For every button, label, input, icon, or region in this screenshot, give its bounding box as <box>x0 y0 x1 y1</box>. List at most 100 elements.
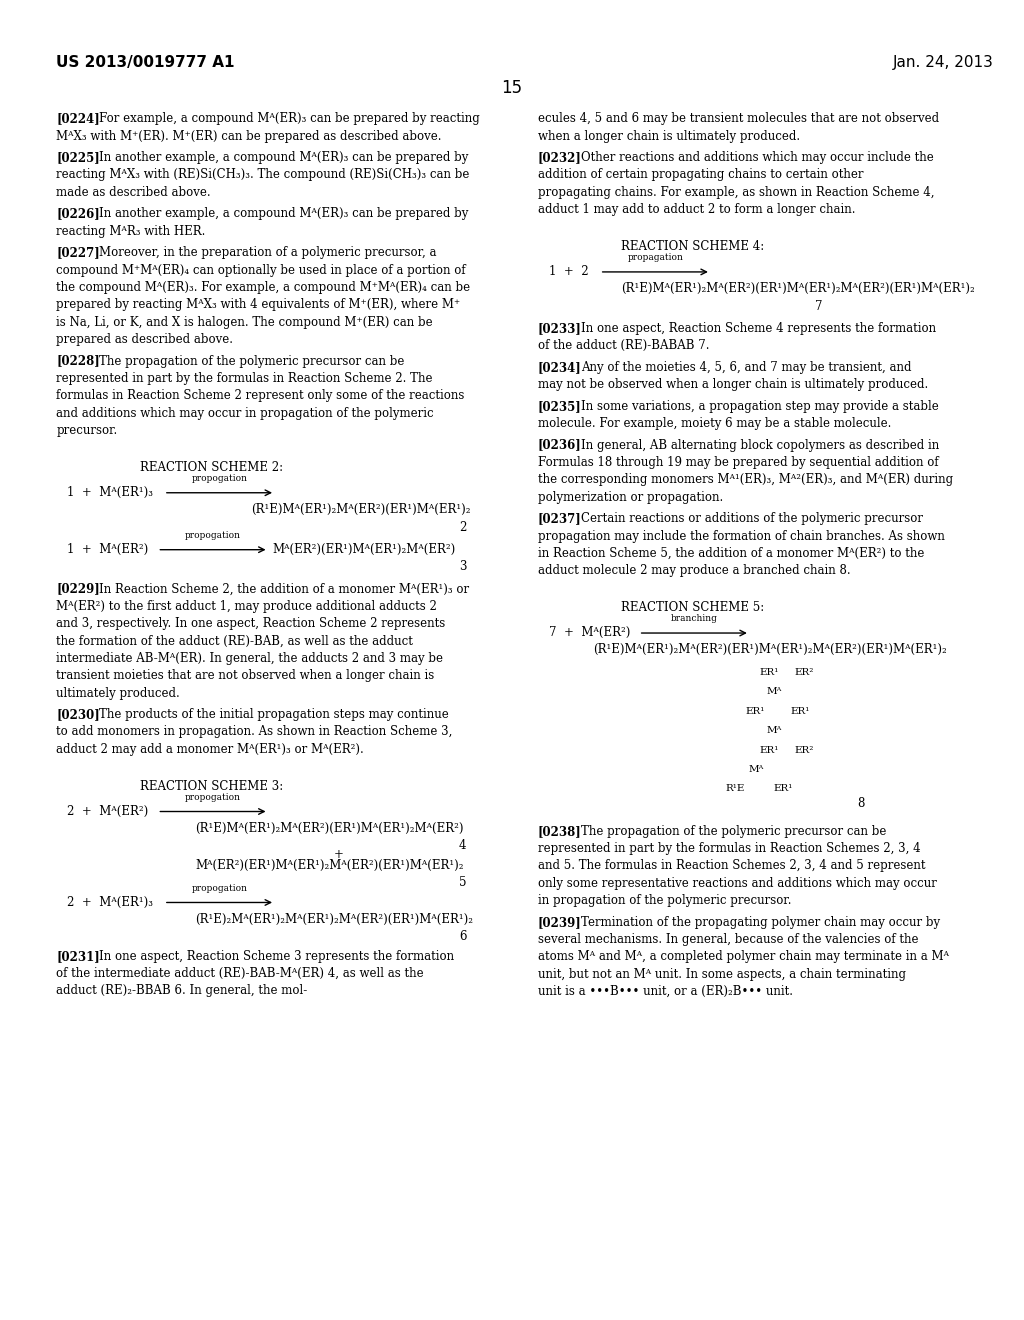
Text: branching: branching <box>671 614 718 623</box>
Text: [0239]: [0239] <box>538 916 582 929</box>
Text: In one aspect, Reaction Scheme 4 represents the formation: In one aspect, Reaction Scheme 4 represe… <box>581 322 936 335</box>
Text: unit, but not an Mᴬ unit. In some aspects, a chain terminating: unit, but not an Mᴬ unit. In some aspect… <box>538 968 905 981</box>
Text: ecules 4, 5 and 6 may be transient molecules that are not observed: ecules 4, 5 and 6 may be transient molec… <box>538 112 939 125</box>
Text: propogation: propogation <box>191 474 248 483</box>
Text: In Reaction Scheme 2, the addition of a monomer Mᴬ(ER¹)₃ or: In Reaction Scheme 2, the addition of a … <box>99 582 470 595</box>
Text: Other reactions and additions which may occur include the: Other reactions and additions which may … <box>581 150 934 164</box>
Text: R¹E: R¹E <box>725 784 744 793</box>
Text: [0238]: [0238] <box>538 825 582 838</box>
Text: 2: 2 <box>459 520 467 533</box>
Text: represented in part by the formulas in Reaction Schemes 2, 3, 4: represented in part by the formulas in R… <box>538 842 921 855</box>
Text: when a longer chain is ultimately produced.: when a longer chain is ultimately produc… <box>538 129 800 143</box>
Text: reacting MᴬX₃ with (RE)Si(CH₃)₃. The compound (RE)Si(CH₃)₃ can be: reacting MᴬX₃ with (RE)Si(CH₃)₃. The com… <box>56 169 470 181</box>
Text: propagating chains. For example, as shown in Reaction Scheme 4,: propagating chains. For example, as show… <box>538 186 934 199</box>
Text: [0225]: [0225] <box>56 150 100 164</box>
Text: formulas in Reaction Scheme 2 represent only some of the reactions: formulas in Reaction Scheme 2 represent … <box>56 389 465 403</box>
Text: of the adduct (RE)-BABAB 7.: of the adduct (RE)-BABAB 7. <box>538 339 709 352</box>
Text: (R¹E)Mᴬ(ER¹)₂Mᴬ(ER²)(ER¹)Mᴬ(ER¹)₂Mᴬ(ER²)(ER¹)Mᴬ(ER¹)₂: (R¹E)Mᴬ(ER¹)₂Mᴬ(ER²)(ER¹)Mᴬ(ER¹)₂Mᴬ(ER²)… <box>593 643 947 656</box>
Text: Mᴬ: Mᴬ <box>749 766 764 774</box>
Text: US 2013/0019777 A1: US 2013/0019777 A1 <box>56 55 234 70</box>
Text: [0226]: [0226] <box>56 207 100 220</box>
Text: intermediate AB-Mᴬ(ER). In general, the adducts 2 and 3 may be: intermediate AB-Mᴬ(ER). In general, the … <box>56 652 443 665</box>
Text: propogation: propogation <box>191 884 248 892</box>
Text: atoms Mᴬ and Mᴬ, a completed polymer chain may terminate in a Mᴬ: atoms Mᴬ and Mᴬ, a completed polymer cha… <box>538 950 948 964</box>
Text: Mᴬ: Mᴬ <box>767 726 782 735</box>
Text: 1  +  Mᴬ(ER²): 1 + Mᴬ(ER²) <box>68 543 148 556</box>
Text: compound M⁺Mᴬ(ER)₄ can optionally be used in place of a portion of: compound M⁺Mᴬ(ER)₄ can optionally be use… <box>56 264 466 277</box>
Text: [0232]: [0232] <box>538 150 582 164</box>
Text: [0230]: [0230] <box>56 708 100 721</box>
Text: (R¹E)₂Mᴬ(ER¹)₂Mᴬ(ER¹)₂Mᴬ(ER²)(ER¹)Mᴬ(ER¹)₂: (R¹E)₂Mᴬ(ER¹)₂Mᴬ(ER¹)₂Mᴬ(ER²)(ER¹)Mᴬ(ER¹… <box>196 913 473 925</box>
Text: The propagation of the polymeric precursor can be: The propagation of the polymeric precurs… <box>581 825 886 838</box>
Text: The products of the initial propagation steps may continue: The products of the initial propagation … <box>99 708 450 721</box>
Text: REACTION SCHEME 3:: REACTION SCHEME 3: <box>139 780 283 792</box>
Text: In general, AB alternating block copolymers as described in: In general, AB alternating block copolym… <box>581 438 939 451</box>
Text: to add monomers in propagation. As shown in Reaction Scheme 3,: to add monomers in propagation. As shown… <box>56 726 453 738</box>
Text: in propagation of the polymeric precursor.: in propagation of the polymeric precurso… <box>538 894 792 907</box>
Text: [0231]: [0231] <box>56 949 100 962</box>
Text: Moreover, in the preparation of a polymeric precursor, a: Moreover, in the preparation of a polyme… <box>99 247 437 259</box>
Text: polymerization or propagation.: polymerization or propagation. <box>538 491 723 504</box>
Text: propogation: propogation <box>185 531 241 540</box>
Text: and additions which may occur in propagation of the polymeric: and additions which may occur in propaga… <box>56 407 434 420</box>
Text: (R¹E)Mᴬ(ER¹)₂Mᴬ(ER²)(ER¹)Mᴬ(ER¹)₂Mᴬ(ER²): (R¹E)Mᴬ(ER¹)₂Mᴬ(ER²)(ER¹)Mᴬ(ER¹)₂Mᴬ(ER²) <box>196 822 464 836</box>
Text: Formulas 18 through 19 may be prepared by sequential addition of: Formulas 18 through 19 may be prepared b… <box>538 455 938 469</box>
Text: propogation: propogation <box>185 793 241 801</box>
Text: In one aspect, Reaction Scheme 3 represents the formation: In one aspect, Reaction Scheme 3 represe… <box>99 949 455 962</box>
Text: the formation of the adduct (RE)-BAB, as well as the adduct: the formation of the adduct (RE)-BAB, as… <box>56 635 414 647</box>
Text: Jan. 24, 2013: Jan. 24, 2013 <box>892 55 993 70</box>
Text: In some variations, a propagation step may provide a stable: In some variations, a propagation step m… <box>581 400 938 413</box>
Text: [0236]: [0236] <box>538 438 582 451</box>
Text: In another example, a compound Mᴬ(ER)₃ can be prepared by: In another example, a compound Mᴬ(ER)₃ c… <box>99 207 469 220</box>
Text: ER²: ER² <box>795 668 814 677</box>
Text: 7  +  Mᴬ(ER²): 7 + Mᴬ(ER²) <box>549 626 630 639</box>
Text: REACTION SCHEME 4:: REACTION SCHEME 4: <box>621 240 764 253</box>
Text: MᴬX₃ with M⁺(ER). M⁺(ER) can be prepared as described above.: MᴬX₃ with M⁺(ER). M⁺(ER) can be prepared… <box>56 129 441 143</box>
Text: (R¹E)Mᴬ(ER¹)₂Mᴬ(ER²)(ER¹)Mᴬ(ER¹)₂: (R¹E)Mᴬ(ER¹)₂Mᴬ(ER²)(ER¹)Mᴬ(ER¹)₂ <box>251 503 470 516</box>
Text: transient moieties that are not observed when a longer chain is: transient moieties that are not observed… <box>56 669 434 682</box>
Text: 1  +  2: 1 + 2 <box>549 265 589 279</box>
Text: 7: 7 <box>815 300 823 313</box>
Text: 15: 15 <box>502 79 522 98</box>
Text: Certain reactions or additions of the polymeric precursor: Certain reactions or additions of the po… <box>581 512 923 525</box>
Text: In another example, a compound Mᴬ(ER)₃ can be prepared by: In another example, a compound Mᴬ(ER)₃ c… <box>99 150 469 164</box>
Text: adduct 2 may add a monomer Mᴬ(ER¹)₃ or Mᴬ(ER²).: adduct 2 may add a monomer Mᴬ(ER¹)₃ or M… <box>56 743 365 756</box>
Text: prepared by reacting MᴬX₃ with 4 equivalents of M⁺(ER), where M⁺: prepared by reacting MᴬX₃ with 4 equival… <box>56 298 461 312</box>
Text: of the intermediate adduct (RE)-BAB-Mᴬ(ER) 4, as well as the: of the intermediate adduct (RE)-BAB-Mᴬ(E… <box>56 968 424 979</box>
Text: The propagation of the polymeric precursor can be: The propagation of the polymeric precurs… <box>99 355 404 367</box>
Text: molecule. For example, moiety 6 may be a stable molecule.: molecule. For example, moiety 6 may be a… <box>538 417 891 430</box>
Text: ultimately produced.: ultimately produced. <box>56 686 180 700</box>
Text: [0227]: [0227] <box>56 247 100 259</box>
Text: +: + <box>334 847 344 861</box>
Text: 1  +  Mᴬ(ER¹)₃: 1 + Mᴬ(ER¹)₃ <box>68 486 154 499</box>
Text: adduct molecule 2 may produce a branched chain 8.: adduct molecule 2 may produce a branched… <box>538 564 850 577</box>
Text: prepared as described above.: prepared as described above. <box>56 333 233 346</box>
Text: ER¹: ER¹ <box>760 668 779 677</box>
Text: the compound Mᴬ(ER)₃. For example, a compound M⁺Mᴬ(ER)₄ can be: the compound Mᴬ(ER)₃. For example, a com… <box>56 281 470 294</box>
Text: [0228]: [0228] <box>56 355 100 367</box>
Text: addition of certain propagating chains to certain other: addition of certain propagating chains t… <box>538 169 863 181</box>
Text: [0233]: [0233] <box>538 322 582 335</box>
Text: only some representative reactions and additions which may occur: only some representative reactions and a… <box>538 876 937 890</box>
Text: [0237]: [0237] <box>538 512 582 525</box>
Text: 4: 4 <box>459 840 467 853</box>
Text: propagation: propagation <box>628 253 683 263</box>
Text: 3: 3 <box>459 560 467 573</box>
Text: ER²: ER² <box>795 746 814 755</box>
Text: reacting MᴬR₃ with HER.: reacting MᴬR₃ with HER. <box>56 224 206 238</box>
Text: and 5. The formulas in Reaction Schemes 2, 3, 4 and 5 represent: and 5. The formulas in Reaction Schemes … <box>538 859 925 873</box>
Text: 5: 5 <box>459 876 467 890</box>
Text: ER¹: ER¹ <box>745 706 765 715</box>
Text: ER¹: ER¹ <box>774 784 793 793</box>
Text: 2  +  Mᴬ(ER²): 2 + Mᴬ(ER²) <box>68 805 148 817</box>
Text: For example, a compound Mᴬ(ER)₃ can be prepared by reacting: For example, a compound Mᴬ(ER)₃ can be p… <box>99 112 480 125</box>
Text: [0229]: [0229] <box>56 582 100 595</box>
Text: unit is a •••B••• unit, or a (ER)₂B••• unit.: unit is a •••B••• unit, or a (ER)₂B••• u… <box>538 985 793 998</box>
Text: and 3, respectively. In one aspect, Reaction Scheme 2 represents: and 3, respectively. In one aspect, Reac… <box>56 616 445 630</box>
Text: [0234]: [0234] <box>538 360 582 374</box>
Text: 2  +  Mᴬ(ER¹)₃: 2 + Mᴬ(ER¹)₃ <box>68 895 154 908</box>
Text: precursor.: precursor. <box>56 424 118 437</box>
Text: propagation may include the formation of chain branches. As shown: propagation may include the formation of… <box>538 529 944 543</box>
Text: adduct (RE)₂-BBAB 6. In general, the mol-: adduct (RE)₂-BBAB 6. In general, the mol… <box>56 985 307 998</box>
Text: [0224]: [0224] <box>56 112 100 125</box>
